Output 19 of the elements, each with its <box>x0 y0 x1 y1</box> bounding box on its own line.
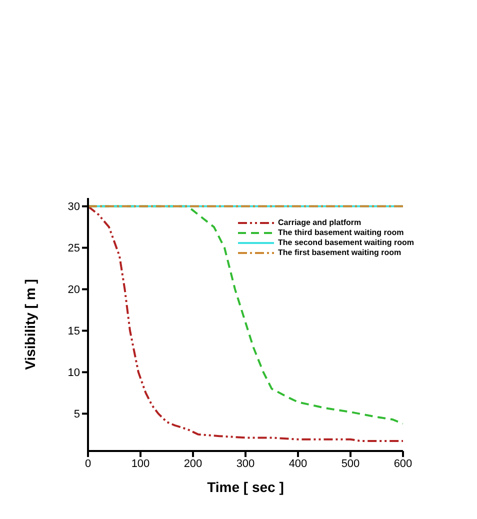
legend-label: The second basement waiting room <box>278 238 414 248</box>
x-tick-label: 0 <box>84 458 92 470</box>
y-tick-label: 10 <box>68 367 80 380</box>
x-tick-label: 400 <box>288 458 308 470</box>
x-tick-label: 100 <box>131 458 150 470</box>
y-tick-label: 30 <box>68 201 80 214</box>
y-axis-title: Visibility [ m ] <box>22 279 38 370</box>
x-tick-label: 300 <box>236 458 255 470</box>
y-tick-label: 25 <box>68 242 80 255</box>
x-tick-label: 200 <box>184 458 202 470</box>
x-tick-label: 500 <box>341 458 360 470</box>
x-tick-label: 600 <box>394 458 412 470</box>
x-axis-title: Time [ sec ] <box>207 479 284 495</box>
legend-label: The first basement waiting room <box>278 248 402 258</box>
y-tick-label: 5 <box>74 408 80 421</box>
y-tick-label: 20 <box>68 284 80 296</box>
legend-label: The third basement waiting room <box>278 228 404 238</box>
y-tick-label: 15 <box>68 326 80 338</box>
legend-label: Carriage and platform <box>278 218 362 228</box>
